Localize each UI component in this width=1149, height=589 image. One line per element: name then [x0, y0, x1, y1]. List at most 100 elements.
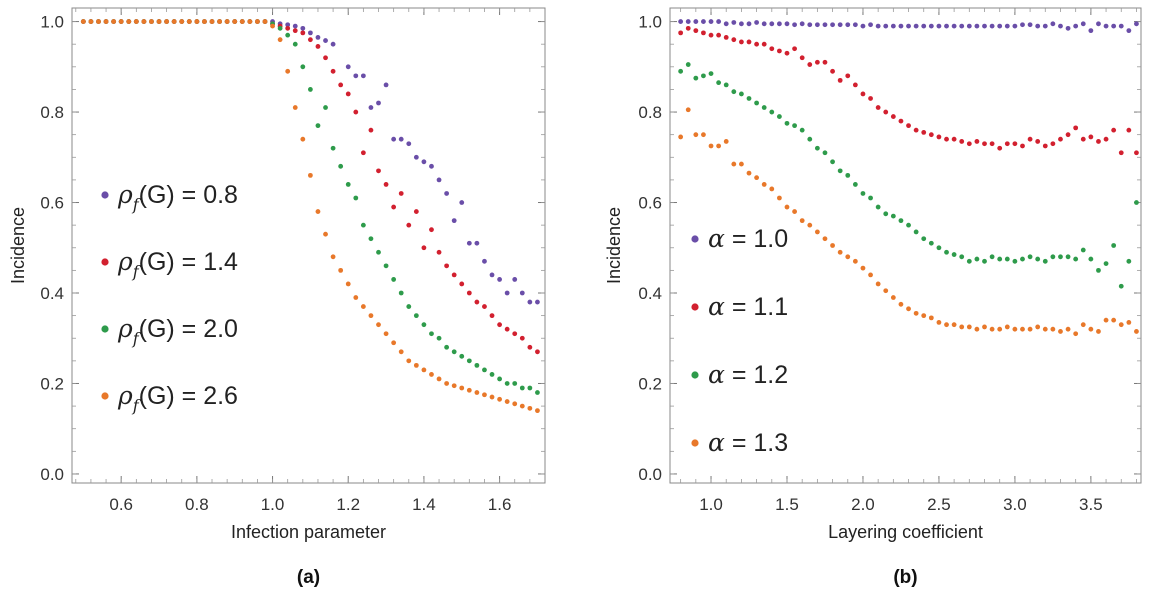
data-point: [474, 390, 480, 395]
data-point: [959, 254, 965, 260]
data-point: [1058, 23, 1063, 29]
data-point: [1111, 243, 1117, 248]
data-point: [693, 19, 699, 24]
data-point: [868, 96, 873, 101]
data-point: [391, 340, 397, 346]
data-point: [989, 23, 995, 29]
data-point: [951, 252, 957, 257]
data-point: [406, 222, 412, 228]
data-point: [997, 326, 1003, 332]
data-point: [1020, 22, 1025, 28]
data-point: [1065, 25, 1071, 31]
y-tick-label: 0.4: [638, 284, 662, 303]
data-point: [512, 381, 518, 386]
data-point: [678, 19, 684, 24]
data-point: [466, 290, 472, 296]
data-point: [466, 240, 472, 246]
legend-entry: ρf(G) = 2.6: [101, 381, 238, 415]
plot-frame: [71, 7, 546, 484]
x-tick-label: 3.0: [1003, 495, 1027, 514]
data-point: [1058, 329, 1063, 334]
data-point: [716, 80, 722, 86]
data-point: [693, 28, 699, 34]
data-point: [1103, 261, 1109, 266]
data-point: [383, 263, 389, 269]
data-point: [307, 172, 313, 178]
data-point: [852, 82, 858, 88]
data-point: [186, 19, 192, 24]
y-tick-label: 0.6: [40, 194, 64, 213]
data-point: [792, 46, 797, 52]
data-point: [678, 30, 684, 36]
data-point: [315, 123, 321, 129]
y-tick-label: 0.8: [638, 103, 662, 122]
data-point: [451, 272, 457, 278]
data-point: [292, 23, 298, 29]
data-point: [739, 161, 744, 167]
data-point: [784, 50, 790, 56]
data-point: [1050, 254, 1056, 260]
data-point: [890, 23, 896, 29]
data-point: [701, 30, 706, 36]
x-tick-label: 0.8: [185, 495, 209, 514]
data-point: [959, 139, 965, 144]
data-point: [413, 313, 419, 319]
y-tick-label: 0.2: [40, 374, 64, 393]
data-point: [974, 256, 980, 262]
data-point: [982, 258, 987, 264]
data-point: [799, 218, 805, 224]
data-point: [928, 23, 934, 29]
x-tick-label: 1.4: [412, 495, 436, 514]
data-point: [921, 236, 927, 242]
data-point: [1012, 326, 1018, 332]
data-point: [535, 349, 540, 355]
data-point: [277, 25, 283, 31]
legend-marker: [691, 235, 699, 243]
data-point: [353, 195, 359, 201]
data-point: [701, 73, 706, 79]
data-point: [701, 132, 706, 138]
data-point: [921, 23, 927, 29]
data-point: [338, 82, 344, 88]
data-point: [959, 324, 965, 330]
data-point: [1073, 331, 1079, 337]
data-point: [1111, 127, 1117, 133]
data-point: [966, 258, 972, 264]
data-point: [360, 304, 366, 309]
data-point: [1096, 21, 1101, 27]
x-tick-label: 1.5: [775, 495, 799, 514]
data-point: [1065, 254, 1071, 260]
data-point: [769, 109, 775, 115]
data-point: [1080, 247, 1086, 253]
data-point: [255, 19, 260, 24]
data-point: [527, 299, 533, 305]
data-point: [845, 22, 851, 28]
data-point: [685, 107, 691, 113]
data-point: [421, 367, 427, 373]
data-point: [232, 19, 238, 24]
data-point: [1073, 125, 1079, 131]
data-point: [459, 281, 465, 287]
x-tick-label: 3.5: [1079, 495, 1103, 514]
data-point: [527, 385, 533, 391]
data-point: [398, 191, 404, 196]
data-point: [951, 322, 957, 328]
data-point: [693, 75, 699, 81]
data-point: [739, 39, 744, 45]
x-axis-title: Layering coefficient: [828, 522, 983, 542]
data-point: [776, 21, 782, 27]
data-point: [716, 32, 722, 38]
data-point: [497, 376, 502, 382]
data-point: [746, 96, 752, 101]
data-point: [345, 91, 351, 97]
data-point: [1103, 317, 1109, 323]
data-point: [323, 231, 328, 237]
data-point: [277, 37, 283, 43]
data-point: [474, 240, 480, 246]
y-tick-label: 0.2: [638, 374, 662, 393]
data-point: [398, 136, 404, 142]
data-point: [883, 109, 889, 115]
data-point: [1126, 28, 1132, 34]
data-point: [830, 22, 835, 28]
